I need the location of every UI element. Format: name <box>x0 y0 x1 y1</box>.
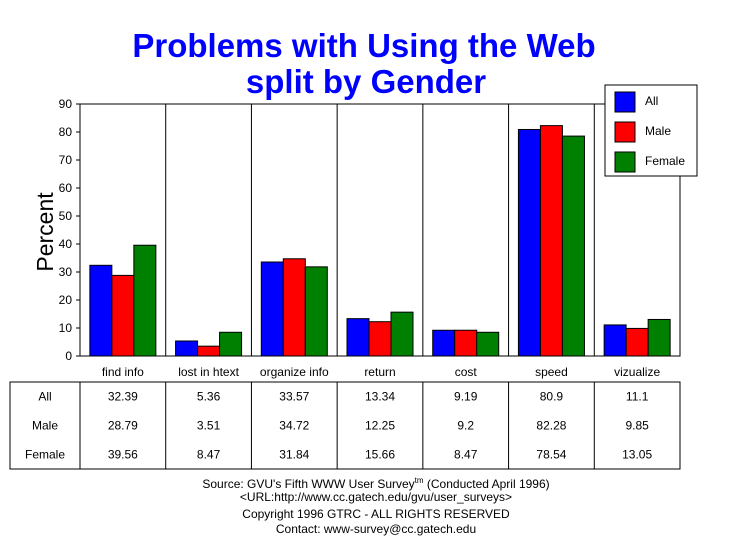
table-cell-female-vizualize: 13.05 <box>622 448 652 462</box>
y-tick-label-40: 40 <box>59 237 73 251</box>
legend-label-male: Male <box>645 124 671 138</box>
x-tick-label-return: return <box>364 365 395 379</box>
legend-swatch-all <box>614 91 636 113</box>
legend-swatch-male <box>614 121 636 143</box>
table-cell-all-lost-in-htext: 5.36 <box>197 390 221 404</box>
bar-male-return <box>368 321 392 357</box>
bar-all-organize-info <box>260 261 284 357</box>
bar-all-speed <box>517 128 541 357</box>
footer-source-prefix: Source: GVU's Fifth WWW User Survey <box>202 477 414 491</box>
table-cell-female-return: 15.66 <box>365 448 395 462</box>
footer-url: <URL:http://www.cc.gatech.edu/gvu/user_s… <box>240 490 512 504</box>
y-tick-label-30: 30 <box>59 265 73 279</box>
chart-subtitle: split by Gender <box>246 63 486 100</box>
bar-all-cost <box>432 329 456 357</box>
bar-male-cost <box>454 329 478 357</box>
legend: All Male Female <box>604 84 698 177</box>
bar-female-speed <box>561 135 585 357</box>
table-cell-male-vizualize: 9.85 <box>625 419 649 433</box>
table-cell-all-vizualize: 11.1 <box>626 390 649 404</box>
bar-male-find-info <box>111 274 135 357</box>
legend-label-all: All <box>645 94 658 108</box>
y-tick-label-0: 0 <box>65 349 72 363</box>
table-cell-male-find-info: 28.79 <box>108 419 138 433</box>
bar-female-vizualize <box>647 318 671 357</box>
table-cell-female-speed: 78.54 <box>536 448 566 462</box>
y-tick-label-70: 70 <box>59 153 73 167</box>
bar-all-vizualize <box>603 324 627 357</box>
plot-area: 0 10 20 30 40 50 60 70 80 90 find info lost in htex… <box>59 97 681 379</box>
y-tick-label-20: 20 <box>59 293 73 307</box>
y-tick-label-50: 50 <box>59 209 73 223</box>
data-table: All 32.39 5.36 33.57 13.34 9.19 80.9 11.1 Male 28… <box>9 381 681 470</box>
bar-all-return <box>346 318 370 357</box>
x-tick-label-vizualize: vizualize <box>614 365 660 379</box>
bar-female-find-info <box>133 244 157 357</box>
table-cell-all-speed: 80.9 <box>540 390 564 404</box>
table-cell-all-cost: 9.19 <box>454 390 478 404</box>
table-cell-female-organize-info: 31.84 <box>279 448 309 462</box>
table-cell-all-return: 13.34 <box>365 390 395 404</box>
legend-label-female: Female <box>645 154 685 168</box>
footer-copyright: Copyright 1996 GTRC - ALL RIGHTS RESERVE… <box>242 507 510 521</box>
footer-source: Source: GVU's Fifth WWW User Surveytm (C… <box>202 476 549 491</box>
bar-female-cost <box>476 331 500 357</box>
x-tick-label-find-info: find info <box>102 365 144 379</box>
table-cell-male-lost-in-htext: 3.51 <box>197 419 221 433</box>
y-axis-label: Percent <box>32 192 58 272</box>
x-tick-label-speed: speed <box>535 365 568 379</box>
plot-frame <box>79 103 681 357</box>
bar-all-find-info <box>89 264 113 357</box>
y-tick-label-80: 80 <box>59 125 73 139</box>
footer-source-tm: tm <box>415 476 424 485</box>
bar-female-organize-info <box>304 266 328 357</box>
table-row-label-female: Female <box>25 448 65 462</box>
footer-contact: Contact: www-survey@cc.gatech.edu <box>276 522 476 536</box>
table-cell-female-cost: 8.47 <box>454 448 478 462</box>
bar-male-lost-in-htext <box>197 345 221 357</box>
bar-female-lost-in-htext <box>219 331 243 357</box>
x-tick-label-cost: cost <box>455 365 478 379</box>
footer-source-suffix: (Conducted April 1996) <box>424 477 550 491</box>
bar-male-speed <box>539 125 563 357</box>
y-tick-label-10: 10 <box>59 321 73 335</box>
bar-female-return <box>390 311 414 357</box>
bar-male-organize-info <box>282 258 306 357</box>
y-tick-label-90: 90 <box>59 97 73 111</box>
y-tick-label-60: 60 <box>59 181 73 195</box>
table-cell-male-cost: 9.2 <box>457 419 474 433</box>
bar-all-lost-in-htext <box>175 340 199 357</box>
table-cell-male-organize-info: 34.72 <box>279 419 309 433</box>
x-tick-label-lost-in-htext: lost in htext <box>178 365 239 379</box>
legend-swatch-female <box>614 151 636 173</box>
bar-male-vizualize <box>625 327 649 357</box>
table-cell-female-lost-in-htext: 8.47 <box>197 448 221 462</box>
table-cell-all-find-info: 32.39 <box>108 390 138 404</box>
chart-title: Problems with Using the Web <box>132 27 595 64</box>
table-cell-male-return: 12.25 <box>365 419 395 433</box>
table-cell-all-organize-info: 33.57 <box>279 390 309 404</box>
table-cell-male-speed: 82.28 <box>536 419 566 433</box>
table-cell-female-find-info: 39.56 <box>108 448 138 462</box>
table-frame <box>9 381 681 470</box>
table-row-label-all: All <box>38 390 51 404</box>
x-tick-label-organize-info: organize info <box>260 365 329 379</box>
table-row-label-male: Male <box>32 419 58 433</box>
